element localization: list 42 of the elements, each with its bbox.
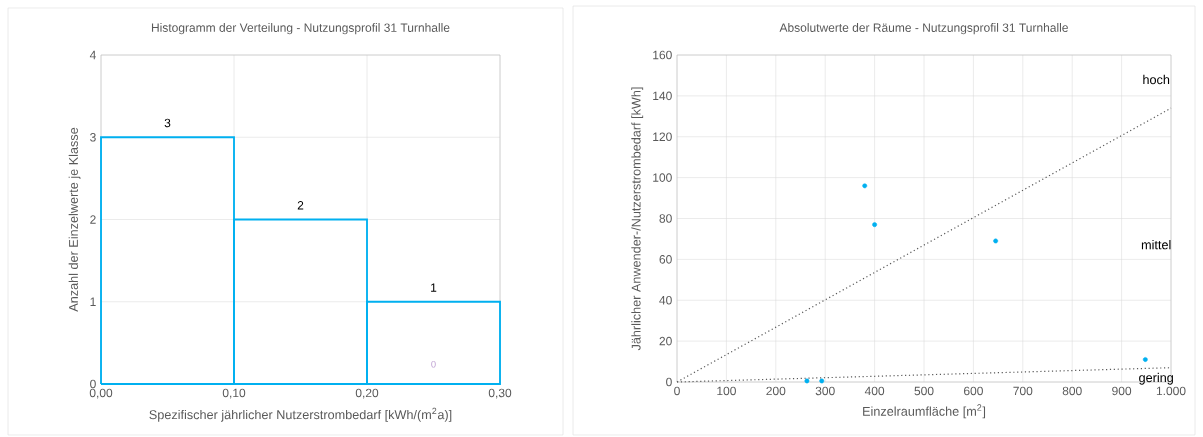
x-tick-label: 1.000 (1156, 386, 1186, 396)
y-tick-label: 80 (659, 214, 672, 223)
data-label: 2 (297, 201, 304, 210)
y-tick-label: 2 (90, 215, 96, 224)
y-tick-label: 1 (90, 297, 96, 306)
x-tick-label: 700 (1013, 386, 1033, 396)
y-tick-label: 0 (666, 377, 672, 387)
y-tick-label: 3 (90, 133, 96, 142)
x-tick-label: 100 (717, 386, 736, 396)
y-tick-label: 120 (653, 132, 672, 142)
annotation: hoch (1143, 74, 1170, 85)
x-tick-label: 500 (914, 386, 934, 396)
y-tick-label: 60 (659, 255, 672, 264)
y-tick-label: 40 (659, 296, 672, 305)
y-axis-title: Jährlicher Anwender-/Nutzerstrombedarf [kWh] (631, 87, 644, 351)
annotation: mittel (1141, 240, 1171, 250)
y-tick-label: 4 (89, 50, 96, 60)
x-tick-label: 0,00 (89, 388, 113, 399)
annotation: gering (1139, 372, 1173, 385)
y-axis-title: Anzahl der Einzelwerte je Klasse (68, 127, 81, 312)
x-tick-label: 0,30 (488, 388, 512, 399)
x-axis-title: Einzelraumfläche [m$^{2}$] (863, 404, 986, 419)
x-tick-label: 0,10 (222, 388, 246, 399)
x-tick-label: 900 (1112, 386, 1132, 396)
y-tick-label: 0 (90, 379, 96, 389)
x-tick-label: 200 (766, 386, 786, 396)
x-tick-label: 400 (864, 386, 885, 396)
y-tick-label: 100 (653, 173, 672, 182)
data-label: 1 (431, 283, 437, 292)
annotation: 0 (431, 360, 436, 368)
data-label: 3 (164, 118, 171, 128)
x-tick-label: 0 (674, 386, 680, 396)
x-axis-title: Spezifischer jährlicher Nutzerstrombedarf [kWh/(m$^{2}$a)] (149, 407, 452, 422)
x-tick-label: 0,20 (355, 388, 379, 399)
x-tick-label: 600 (964, 386, 983, 396)
y-tick-label: 20 (659, 336, 672, 346)
y-tick-label: 140 (653, 91, 672, 101)
chart-title: Absolutwerte der Räume - Nutzungsprofil 31 Turnhalle (779, 23, 1068, 35)
x-tick-label: 800 (1062, 386, 1082, 396)
chart-title: Histogramm der Verteilung - Nutzungsprofil 31 Turnhalle (151, 23, 450, 35)
x-tick-label: 300 (815, 386, 835, 396)
y-tick-label: 160 (653, 50, 672, 60)
